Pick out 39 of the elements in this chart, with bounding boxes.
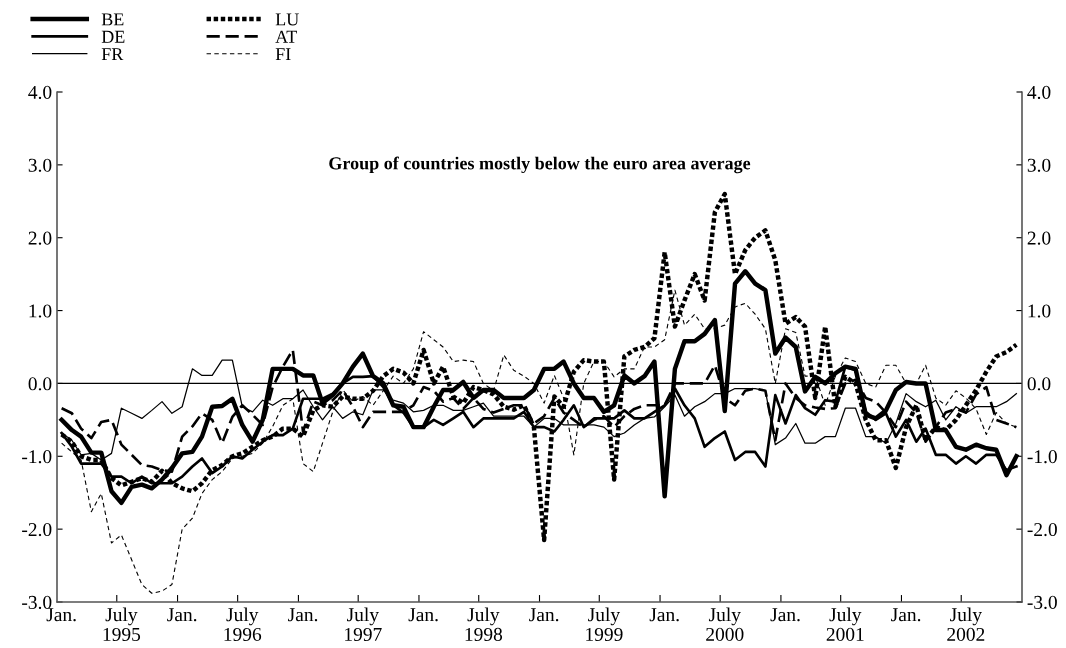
x-tick-label: July 2001 <box>826 607 864 641</box>
x-tick-label: July 1995 <box>103 607 141 641</box>
y2-tick-label: -3.0 <box>1027 595 1057 610</box>
text: Group of countries mostly below the euro area average <box>329 156 751 174</box>
x-tick-label: July 1998 <box>465 607 503 641</box>
legend-label: DE <box>101 30 125 43</box>
x-tick-label: Jan. <box>529 608 559 622</box>
legend-label: FI <box>275 48 291 61</box>
x-tick-label: Jan. <box>891 608 921 622</box>
y2-tick-label: 0.0 <box>1027 377 1051 391</box>
legend-label: BE <box>101 13 124 26</box>
x-tick-label: Jan. <box>288 608 318 622</box>
x-tick-label: July 1999 <box>586 607 623 641</box>
legend-label: LU <box>275 13 299 26</box>
x-tick-label: July 2000 <box>706 607 744 641</box>
y-tick-label: 2.0 <box>28 231 52 245</box>
y-tick-label: -1.0 <box>22 450 52 464</box>
y-tick-label: -2.0 <box>22 522 52 537</box>
y-tick-label: 4.0 <box>28 85 52 100</box>
x-tick-label: July 1996 <box>224 607 262 641</box>
y2-tick-label: -1.0 <box>1027 450 1057 464</box>
y-tick-label: 0.0 <box>28 377 52 391</box>
x-tick-label: Jan. <box>408 608 438 622</box>
legend-label: AT <box>275 30 297 43</box>
x-tick-label: Jan. <box>167 608 197 622</box>
legend-label: FR <box>101 48 124 61</box>
x-tick-label: July 2002 <box>947 607 985 641</box>
y2-tick-label: 4.0 <box>1027 85 1051 100</box>
x-tick-label: July 1997 <box>345 607 382 641</box>
y-tick-label: 3.0 <box>28 158 52 172</box>
y2-tick-label: 1.0 <box>1028 304 1051 318</box>
y-tick-label: 1.0 <box>29 304 52 318</box>
y-tick-label: -3.0 <box>22 595 52 610</box>
y2-tick-label: 3.0 <box>1027 158 1051 172</box>
x-tick-label: Jan. <box>770 608 800 622</box>
x-tick-label: Jan. <box>46 608 76 622</box>
y2-tick-label: 2.0 <box>1027 231 1051 245</box>
y2-tick-label: -2.0 <box>1027 522 1057 537</box>
x-tick-label: Jan. <box>649 608 679 622</box>
